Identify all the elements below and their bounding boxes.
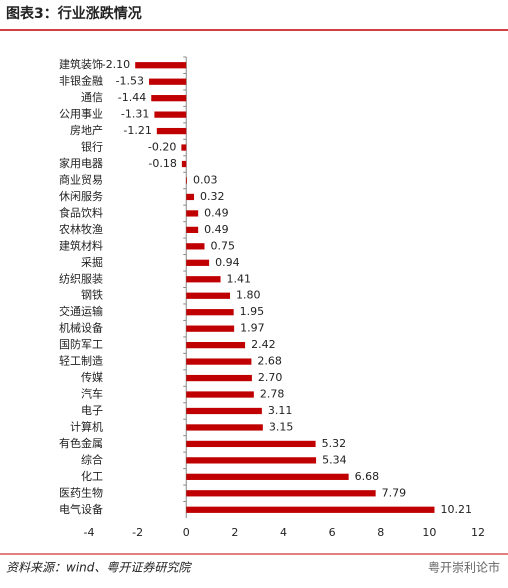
y-tick-label: 休闲服务 (59, 189, 103, 203)
x-tick-label: 12 (471, 526, 485, 539)
y-tick-label: 银行 (81, 140, 103, 154)
y-tick-label: 食品饮料 (59, 205, 103, 219)
value-label: 1.80 (236, 289, 261, 302)
y-tick-label: 非银金融 (59, 74, 103, 88)
y-tick-label: 商业贸易 (59, 172, 103, 186)
bar (186, 341, 246, 349)
bar (186, 325, 235, 332)
value-label: -1.53 (116, 75, 144, 88)
y-tick-label: 通信 (81, 91, 103, 104)
x-tick-label: 0 (183, 526, 190, 539)
value-label: 2.68 (257, 355, 282, 368)
y-tick-label: 综合 (81, 452, 103, 466)
bar (186, 374, 252, 382)
value-label: 7.79 (382, 486, 407, 499)
bar (186, 473, 349, 480)
value-label: -0.18 (148, 157, 176, 170)
bar (186, 440, 316, 448)
y-tick-label: 交通运输 (59, 304, 103, 318)
bar (186, 276, 221, 283)
bar (186, 292, 231, 299)
value-label: 3.11 (268, 404, 293, 417)
y-tick-label: 电子 (81, 404, 103, 417)
value-label: 5.34 (322, 453, 347, 466)
bar (186, 210, 199, 217)
y-tick-label: 农林牧渔 (59, 222, 103, 236)
y-tick-label: 房地产 (70, 123, 103, 137)
value-label: 0.49 (204, 206, 229, 219)
bar (186, 177, 187, 184)
bar (186, 226, 199, 234)
value-label: 1.41 (227, 272, 252, 285)
bar (186, 243, 205, 250)
y-tick-label: 化工 (81, 469, 103, 483)
y-tick-label: 纺织服装 (59, 271, 103, 285)
y-tick-label: 建筑材料 (59, 238, 103, 252)
x-tick-label: -2 (132, 526, 143, 539)
value-label: 2.70 (258, 371, 283, 384)
y-tick-label: 医药生物 (59, 485, 103, 499)
value-label: 2.42 (251, 338, 276, 351)
y-tick-label: 国防军工 (59, 337, 103, 351)
bar (156, 127, 187, 135)
value-label: -2.10 (102, 58, 130, 71)
bar (186, 358, 252, 365)
y-tick-label: 传媒 (81, 371, 103, 384)
bar (181, 160, 187, 168)
y-tick-label: 钢铁 (81, 289, 103, 302)
bar (186, 193, 195, 201)
value-label: 1.95 (240, 305, 264, 318)
value-label: 0.94 (215, 256, 240, 269)
value-label: -1.21 (123, 124, 151, 137)
bar (181, 144, 187, 151)
x-tick-label: 2 (231, 526, 238, 539)
bar (151, 95, 187, 102)
x-tick-label: 8 (377, 526, 384, 539)
bar (186, 424, 263, 431)
x-tick-label: 10 (422, 526, 436, 539)
value-label: 1.97 (240, 322, 265, 335)
value-label: 10.21 (440, 503, 472, 516)
y-tick-label: 计算机 (70, 419, 103, 433)
y-tick-label: 家用电器 (59, 156, 103, 170)
value-label: 3.15 (269, 420, 294, 433)
watermark: 粤开崇利论市 (428, 560, 500, 575)
value-label: 0.49 (204, 223, 229, 236)
y-tick-label: 采掘 (81, 255, 103, 269)
value-label: -1.31 (121, 108, 149, 121)
value-label: 5.32 (322, 437, 347, 450)
y-tick-label: 建筑装饰 (59, 57, 103, 71)
bar (149, 78, 187, 85)
bar (154, 111, 187, 118)
value-label: -1.44 (118, 91, 146, 104)
bar (186, 259, 210, 266)
bar (186, 490, 376, 497)
x-tick-label: -4 (84, 526, 95, 539)
bar (135, 62, 187, 69)
value-label: -0.20 (148, 141, 176, 154)
value-label: 0.75 (210, 239, 235, 252)
y-tick-label: 汽车 (81, 387, 103, 401)
x-tick-label: 6 (329, 526, 336, 539)
value-label: 2.78 (260, 388, 285, 401)
chart-title: 图表3：行业涨跌情况 (6, 5, 142, 22)
source: 资料来源：wind、粤开证券研究院 (6, 561, 192, 575)
bar (186, 407, 262, 415)
y-tick-label: 机械设备 (59, 321, 103, 335)
bar (186, 309, 234, 316)
value-label: 0.32 (200, 190, 225, 203)
value-label: 0.03 (193, 173, 218, 186)
bar (186, 391, 254, 398)
bar (186, 506, 435, 513)
value-label: 6.68 (355, 470, 380, 483)
y-tick-label: 轻工制造 (59, 354, 103, 368)
y-tick-label: 有色金属 (59, 436, 103, 450)
y-tick-label: 公用事业 (59, 108, 103, 121)
bar (186, 457, 317, 464)
x-tick-label: 4 (280, 526, 287, 539)
y-tick-label: 电气设备 (59, 502, 103, 516)
